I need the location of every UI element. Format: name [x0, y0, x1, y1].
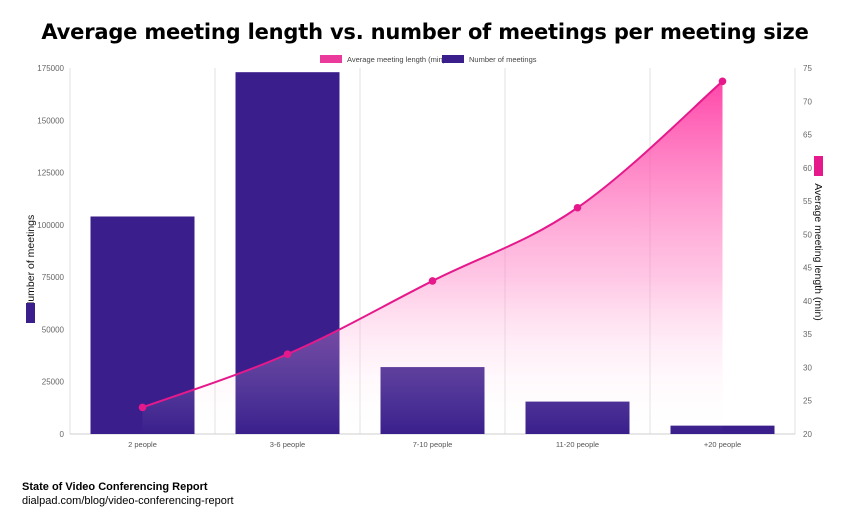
legend-swatch-meetings — [442, 55, 464, 63]
source-url: dialpad.com/blog/video-conferencing-repo… — [22, 495, 234, 507]
y-left-axis-title: Number of meetings — [25, 215, 37, 310]
chart-title: Average meeting length vs. number of mee… — [41, 20, 809, 44]
y-right-tick-label: 55 — [803, 197, 812, 206]
y-left-tick-label: 150000 — [37, 116, 64, 125]
line-point — [283, 350, 292, 358]
source-label: State of Video Conferencing Report — [22, 481, 208, 493]
x-tick-label: 3-6 people — [270, 440, 305, 449]
y-right-tick-label: 75 — [803, 64, 812, 73]
y-right-axis-swatch — [814, 156, 823, 176]
y-right-axis-title: Average meeting length (min) — [812, 183, 824, 321]
y-right-tick-label: 25 — [803, 397, 812, 406]
legend-swatch-length — [320, 55, 342, 63]
legend-label-meetings: Number of meetings — [469, 55, 537, 64]
legend-label-length: Average meeting length (min) — [347, 55, 446, 64]
y-right-tick-label: 70 — [803, 97, 812, 106]
y-right-tick-label: 20 — [803, 430, 812, 439]
y-left-tick-label: 50000 — [42, 325, 65, 334]
x-tick-label: 2 people — [128, 440, 157, 449]
y-right-tick-label: 45 — [803, 264, 812, 273]
axes-group: 0 25000 50000 75000 100000 125000 150000 175000… — [25, 64, 824, 449]
footer: State of Video Conferencing Report dialp… — [22, 480, 234, 508]
y-left-tick-label: 75000 — [42, 273, 65, 282]
y-right-tick-label: 35 — [803, 330, 812, 339]
line-point — [428, 277, 437, 285]
y-left-tick-label: 0 — [60, 430, 65, 439]
line-point — [573, 203, 582, 212]
legend: Average meeting length (min) Number of me… — [320, 55, 537, 64]
chart: 0 25000 50000 75000 100000 125000 150000 175000… — [25, 55, 824, 449]
y-right-tick-label: 40 — [803, 297, 812, 306]
y-left-tick-label: 25000 — [42, 378, 65, 387]
y-right-tick-label: 30 — [803, 363, 812, 372]
y-right-tick-label: 60 — [803, 164, 812, 173]
y-left-tick-label: 125000 — [37, 169, 64, 178]
y-right-tick-label: 65 — [803, 131, 812, 140]
x-tick-label: +20 people — [704, 440, 741, 449]
line-point — [718, 77, 727, 86]
area-fill — [142, 81, 723, 435]
y-right-tick-label: 50 — [803, 230, 812, 239]
area-group — [138, 77, 727, 435]
y-left-axis-swatch — [26, 303, 35, 323]
y-left-tick-label: 100000 — [37, 221, 64, 230]
y-left-tick-label: 175000 — [37, 64, 64, 73]
x-tick-label: 7-10 people — [413, 440, 453, 449]
line-point — [138, 403, 147, 412]
x-tick-label: 11-20 people — [556, 440, 599, 449]
